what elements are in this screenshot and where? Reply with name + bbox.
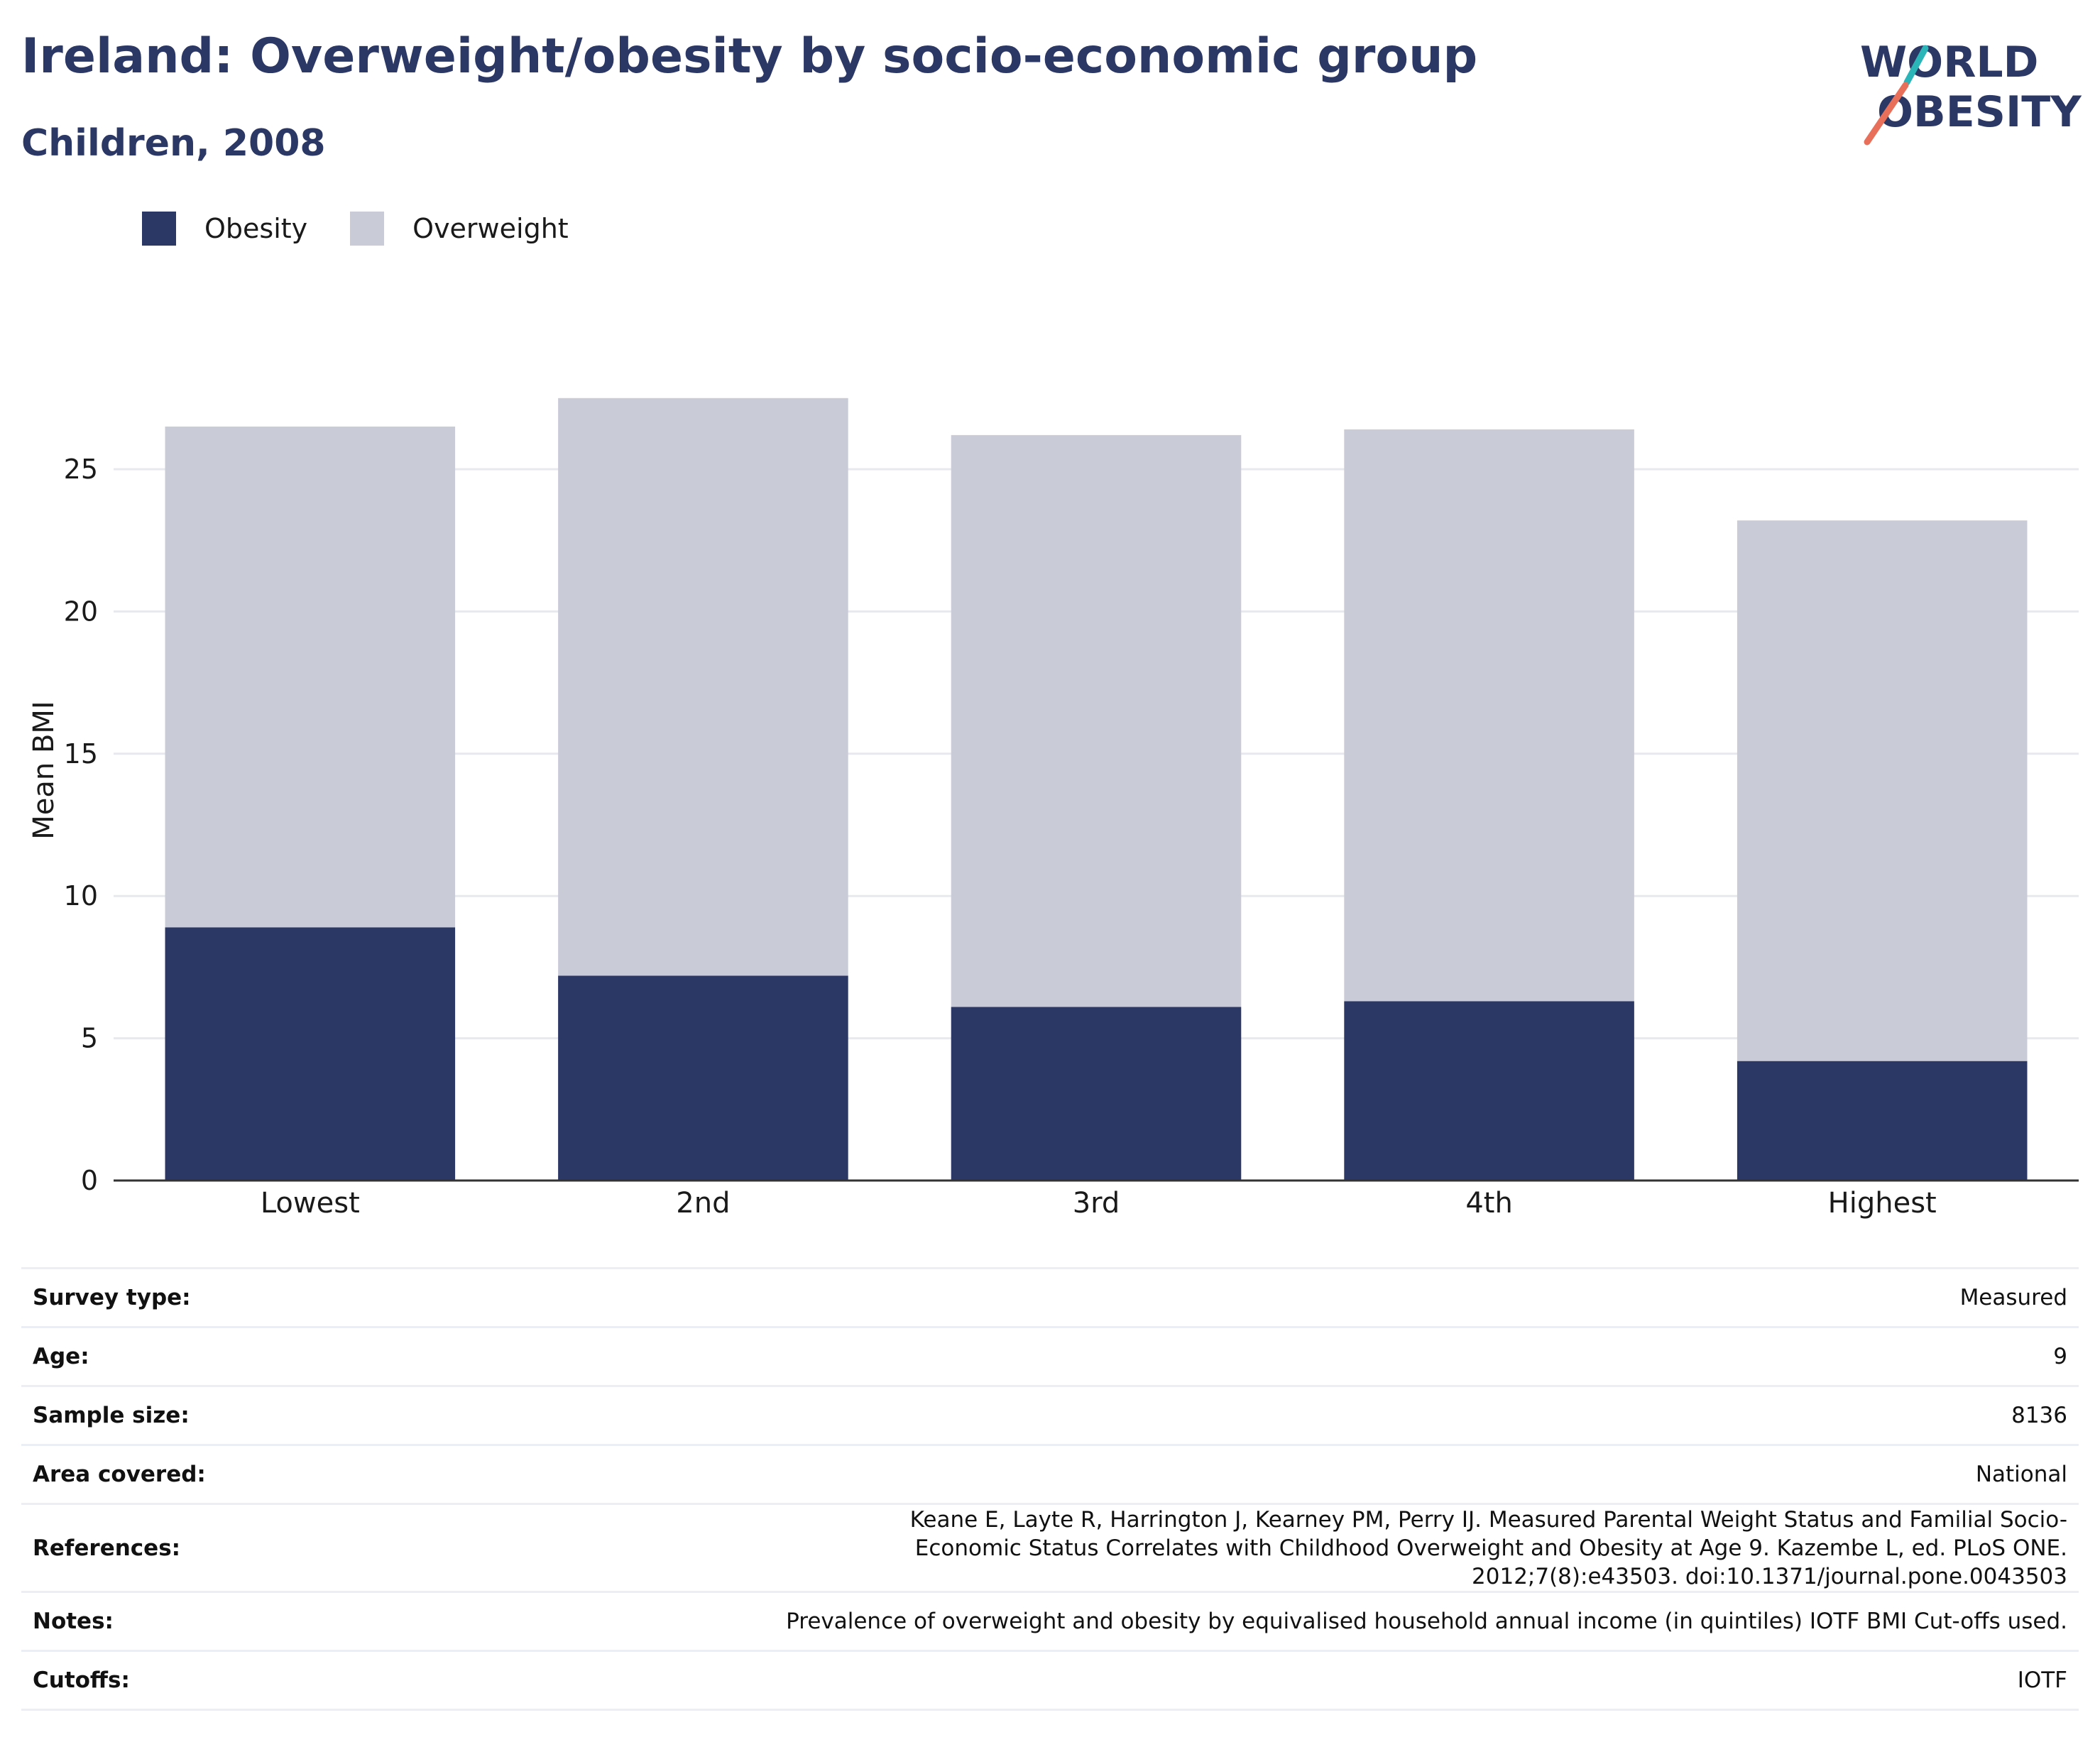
info-value: Prevalence of overweight and obesity by …: [328, 1591, 2079, 1652]
x-tick-label: Lowest: [261, 1187, 360, 1220]
y-tick-label: 0: [81, 1165, 98, 1196]
x-tick-label: 2nd: [676, 1187, 730, 1220]
info-row-notes: Notes: Prevalence of overweight and obes…: [21, 1591, 2079, 1652]
bar-overweight-4th[interactable]: [1344, 429, 1634, 1002]
page-subtitle: Children, 2008: [21, 122, 326, 165]
info-row-sample-size: Sample size: 8136: [21, 1385, 2079, 1446]
info-row-area-covered: Area covered: National: [21, 1444, 2079, 1505]
info-value: 9: [328, 1326, 2079, 1387]
bar-obesity-highest[interactable]: [1737, 1061, 2028, 1181]
info-value: Keane E, Layte R, Harrington J, Kearney …: [328, 1503, 2079, 1593]
info-value: IOTF: [328, 1650, 2079, 1711]
logo-slash-coral: [1864, 82, 1909, 146]
info-label: Cutoffs:: [21, 1650, 328, 1711]
info-row-age: Age: 9: [21, 1326, 2079, 1387]
bar-overweight-2nd[interactable]: [558, 398, 848, 976]
logo-slash-teal: [1903, 45, 1929, 86]
y-tick-label: 5: [81, 1023, 98, 1054]
legend-item-obesity[interactable]: Obesity: [142, 212, 307, 246]
bar-overweight-3rd[interactable]: [951, 434, 1242, 1007]
info-label: Notes:: [21, 1591, 328, 1652]
info-label: References:: [21, 1503, 328, 1593]
y-tick-label: 10: [64, 880, 98, 911]
bars: [165, 398, 2028, 1181]
chart-legend: Obesity Overweight: [142, 212, 611, 246]
info-label: Survey type:: [21, 1267, 328, 1328]
x-tick-label: Highest: [1828, 1187, 1937, 1220]
legend-label-overweight: Overweight: [412, 213, 569, 244]
page-title: Ireland: Overweight/obesity by socio-eco…: [21, 28, 1478, 84]
logo-line1: WORLD: [1860, 38, 2038, 87]
logo-line2: OBESITY: [1877, 87, 2082, 137]
survey-info-table: Survey type: Measured Age: 9 Sample size…: [21, 1267, 2079, 1711]
x-tick-label: 3rd: [1073, 1187, 1120, 1220]
info-label: Area covered:: [21, 1444, 328, 1505]
world-obesity-logo: WORLD OBESITY: [1860, 38, 2082, 146]
legend-swatch-overweight: [350, 212, 385, 246]
info-row-references: References: Keane E, Layte R, Harrington…: [21, 1503, 2079, 1593]
info-value: 8136: [328, 1385, 2079, 1446]
y-tick-label: 25: [64, 454, 98, 485]
info-label: Age:: [21, 1326, 328, 1387]
x-tick-labels: Lowest 2nd 3rd 4th Highest: [261, 1187, 1937, 1220]
bar-overweight-highest[interactable]: [1737, 520, 2028, 1061]
stacked-bar-chart: 0 5 10 15 20 25 Lowest 2nd 3rd 4th Highest Mean B…: [28, 398, 2079, 1220]
bar-obesity-3rd[interactable]: [951, 1007, 1242, 1181]
y-tick-label: 15: [64, 738, 98, 770]
bar-obesity-2nd[interactable]: [558, 975, 848, 1181]
bar-overweight-lowest[interactable]: [165, 426, 456, 928]
y-tick-label: 20: [64, 596, 98, 627]
info-value: National: [328, 1444, 2079, 1505]
bar-obesity-lowest[interactable]: [165, 927, 456, 1181]
legend-swatch-obesity: [142, 212, 176, 246]
info-value: Measured: [328, 1267, 2079, 1328]
legend-item-overweight[interactable]: Overweight: [350, 212, 569, 246]
info-label: Sample size:: [21, 1385, 328, 1446]
info-row-survey-type: Survey type: Measured: [21, 1267, 2079, 1328]
y-axis-title: Mean BMI: [28, 701, 60, 839]
bar-obesity-4th[interactable]: [1344, 1001, 1634, 1181]
info-row-cutoffs: Cutoffs: IOTF: [21, 1650, 2079, 1711]
y-tick-labels: 0 5 10 15 20 25: [64, 454, 98, 1196]
x-tick-label: 4th: [1465, 1187, 1512, 1220]
legend-label-obesity: Obesity: [204, 213, 308, 244]
